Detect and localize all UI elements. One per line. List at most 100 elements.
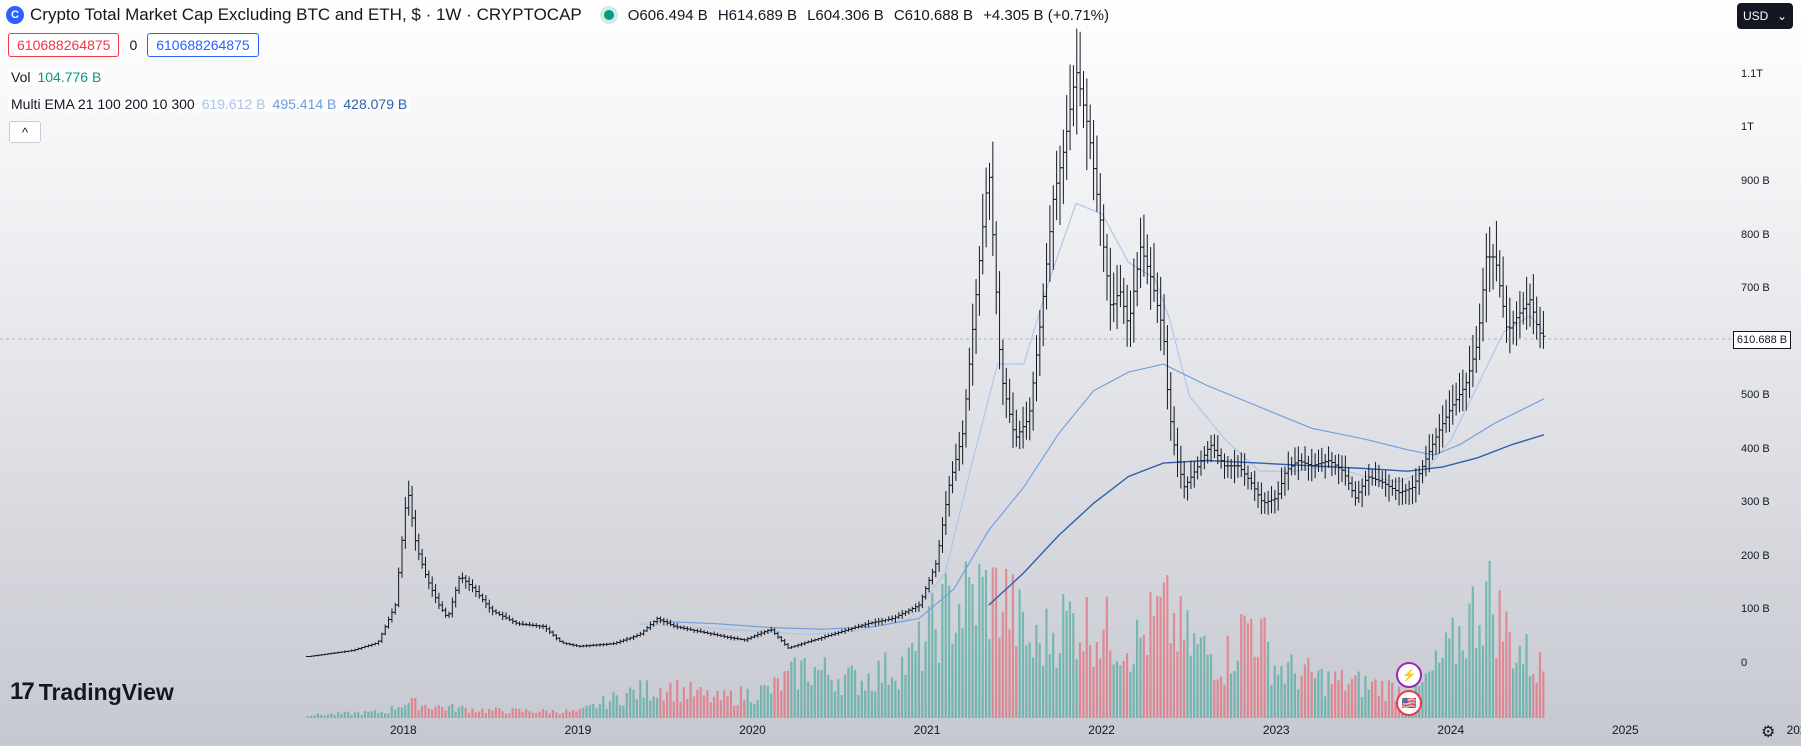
tradingview-wordmark: TradingView xyxy=(38,678,174,705)
volume-bar xyxy=(417,710,420,718)
volume-bar xyxy=(1246,623,1249,718)
low-value: 604.306 B xyxy=(815,6,884,24)
volume-bar xyxy=(850,665,853,718)
volume-bar xyxy=(461,705,464,718)
ema-indicator-legend[interactable]: Multi EMA 21 100 200 10 300 619.612 B 49… xyxy=(8,95,411,113)
volume-bar xyxy=(1166,574,1169,718)
volume-bar xyxy=(780,690,783,718)
volume-bar xyxy=(1495,658,1498,718)
volume-bar xyxy=(964,561,967,718)
collapse-legend-button[interactable]: ^ xyxy=(9,121,41,143)
volume-bar xyxy=(672,701,675,718)
settings-gear-icon[interactable]: ⚙ xyxy=(1761,724,1776,741)
x-tick-label: 2026 xyxy=(1786,723,1801,737)
symbol-logo-icon: C xyxy=(6,6,24,24)
volume-bar xyxy=(1075,659,1078,718)
volume-bar xyxy=(1508,631,1511,718)
volume-bar xyxy=(394,709,397,718)
volume-bar xyxy=(1270,684,1273,718)
volume-bar xyxy=(1364,676,1367,718)
volume-bar xyxy=(676,679,679,718)
volume-bar xyxy=(702,695,706,718)
volume-bar xyxy=(1048,653,1051,718)
volume-bar xyxy=(766,685,769,718)
volume-bar xyxy=(454,711,457,718)
volume-bar xyxy=(1183,639,1186,718)
volume-bar xyxy=(431,709,434,718)
volume-bar xyxy=(1481,645,1484,718)
volume-bar xyxy=(1444,632,1448,718)
volume-bar xyxy=(316,713,320,718)
volume-bar xyxy=(343,711,346,718)
tradingview-logo[interactable]: 17 TradingView xyxy=(10,678,174,706)
open-value: 606.494 B xyxy=(639,6,708,24)
y-tick-label: 200 B xyxy=(1741,549,1770,562)
volume-bar xyxy=(1491,614,1495,718)
currency-label: USD xyxy=(1743,9,1769,23)
y-tick-label: 1T xyxy=(1741,121,1754,134)
volume-bar xyxy=(907,647,910,718)
volume-bar xyxy=(1122,660,1125,718)
volume-bar xyxy=(894,680,897,718)
volume-bar xyxy=(582,707,585,718)
volume-bar xyxy=(854,669,857,718)
volume-indicator-legend[interactable]: Vol 104.776 B xyxy=(8,68,105,86)
volume-bar xyxy=(377,712,380,718)
last-price-label: 610.688 B xyxy=(1733,331,1791,349)
volume-bar xyxy=(390,705,393,718)
volume-bar xyxy=(1303,664,1307,718)
high-value: 614.689 B xyxy=(728,6,798,24)
volume-bar xyxy=(404,704,407,718)
volume-bar xyxy=(347,711,350,718)
volume-bar xyxy=(1468,603,1471,718)
volume-bar xyxy=(1236,660,1239,718)
volume-bar xyxy=(1112,664,1115,718)
change-value: +4.305 B (+0.71%) xyxy=(983,6,1109,24)
volume-bar xyxy=(548,713,551,718)
volume-bar xyxy=(1206,654,1209,718)
volume-bar xyxy=(1203,635,1206,718)
volume-bar xyxy=(474,712,477,718)
volume-bar xyxy=(1132,663,1135,718)
volume-bar xyxy=(971,583,974,718)
volume-bar xyxy=(833,691,837,718)
high-label: H xyxy=(717,6,729,24)
volume-bar xyxy=(927,606,931,718)
volume-bar xyxy=(1105,596,1108,718)
symbol-title[interactable]: Crypto Total Market Cap Excluding BTC an… xyxy=(30,5,582,24)
y-tick-label: 300 B xyxy=(1741,496,1770,509)
currency-button[interactable]: USD ⌄ xyxy=(1737,3,1793,29)
volume-bar xyxy=(1243,615,1246,718)
volume-bar xyxy=(1340,669,1343,718)
volume-bar xyxy=(353,712,356,718)
volume-bar xyxy=(478,711,481,718)
volume-bar xyxy=(1159,596,1162,718)
volume-bar xyxy=(760,685,763,718)
volume-bar xyxy=(370,711,373,718)
lightning-event-icon[interactable]: ⚡ xyxy=(1396,662,1422,688)
volume-bar xyxy=(880,682,884,718)
buy-button[interactable]: 610688264875 xyxy=(147,33,259,57)
volume-bar xyxy=(632,689,635,718)
sell-button[interactable]: 610688264875 xyxy=(8,33,120,57)
volume-bar xyxy=(1371,681,1374,718)
volume-bar xyxy=(1136,619,1139,718)
volume-bar xyxy=(897,689,900,718)
volume-bar xyxy=(1219,676,1223,718)
us-flag-event-icon[interactable]: 🇺🇸 xyxy=(1396,690,1422,716)
volume-bar xyxy=(941,583,944,718)
volume-bar xyxy=(451,703,454,718)
volume-bar xyxy=(1498,590,1501,718)
volume-bar xyxy=(1471,586,1474,718)
volume-bar xyxy=(595,708,598,718)
close-label: C xyxy=(893,6,905,24)
volume-bar xyxy=(1179,596,1182,718)
volume-bar xyxy=(800,660,803,718)
open-label: O xyxy=(627,6,640,24)
volume-bar xyxy=(1209,654,1213,718)
volume-bar xyxy=(961,627,964,718)
volume-bar xyxy=(498,708,501,718)
volume-bar xyxy=(1454,663,1458,718)
volume-bar xyxy=(796,689,800,718)
